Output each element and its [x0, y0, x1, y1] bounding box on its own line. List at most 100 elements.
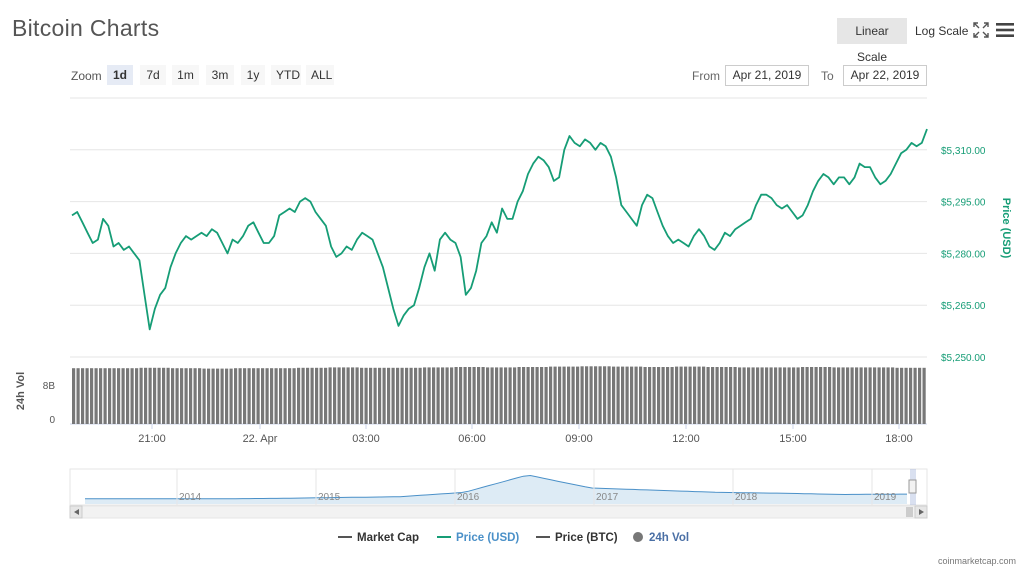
volume-bar: [486, 367, 490, 424]
volume-bar: [648, 367, 652, 424]
volume-bar: [895, 367, 899, 424]
volume-bar: [108, 368, 112, 424]
volume-bar: [243, 368, 247, 424]
volume-bar: [585, 366, 589, 424]
volume-bar: [553, 366, 557, 424]
volume-bar: [828, 367, 832, 424]
volume-bar: [607, 366, 611, 424]
volume-bar: [720, 367, 724, 424]
volume-bar: [355, 367, 359, 424]
to-date-input[interactable]: Apr 22, 2019: [843, 65, 927, 86]
volume-bar: [346, 367, 350, 424]
volume-bar: [211, 368, 215, 424]
volume-bar: [657, 367, 661, 424]
volume-bar: [373, 367, 377, 424]
zoom-button-7d[interactable]: 7d: [140, 65, 166, 85]
volume-bar: [756, 367, 760, 424]
volume-bar: [99, 368, 103, 424]
volume-bar: [724, 367, 728, 424]
volume-bar: [252, 368, 256, 424]
zoom-button-1m[interactable]: 1m: [172, 65, 199, 85]
zoom-button-1y[interactable]: 1y: [241, 65, 265, 85]
volume-bar: [850, 367, 854, 424]
volume-bar: [225, 368, 229, 424]
volume-bar: [504, 367, 508, 424]
volume-bar: [868, 367, 872, 424]
x-tick-label: 22. Apr: [243, 433, 278, 445]
volume-bar: [652, 367, 656, 424]
volume-bar: [801, 367, 805, 424]
legend-item-market-cap[interactable]: Market Cap: [338, 532, 419, 544]
log-scale-button[interactable]: Log Scale: [915, 24, 969, 38]
volume-bar: [558, 366, 562, 424]
volume-bar: [634, 366, 638, 424]
volume-bar: [531, 367, 535, 424]
volume-bar: [540, 367, 544, 424]
hamburger-menu-icon[interactable]: [996, 23, 1014, 37]
volume-bar: [126, 368, 130, 424]
x-tick-label: 12:00: [672, 433, 700, 445]
zoom-button-1d[interactable]: 1d: [107, 65, 133, 85]
volume-bar: [157, 367, 161, 424]
volume-bar: [238, 368, 242, 424]
volume-bar: [162, 367, 166, 424]
volume-bar: [603, 366, 607, 424]
volume-bar: [913, 367, 917, 424]
legend-label: Price (USD): [456, 532, 520, 544]
volume-bar: [81, 368, 85, 424]
volume-bar: [288, 368, 292, 424]
volume-bar: [468, 367, 472, 424]
volume-bar: [306, 367, 310, 424]
volume-axis-title: 24h Vol: [15, 372, 27, 410]
volume-bar: [765, 367, 769, 424]
from-date-input[interactable]: Apr 21, 2019: [725, 65, 809, 86]
volume-bar: [855, 367, 859, 424]
x-tick-label: 03:00: [352, 433, 380, 445]
zoom-button-all[interactable]: ALL: [306, 65, 334, 85]
zoom-button-3m[interactable]: 3m: [206, 65, 234, 85]
volume-bar: [387, 367, 391, 424]
volume-bar: [310, 367, 314, 424]
volume-bar: [441, 367, 445, 424]
volume-bar: [864, 367, 868, 424]
volume-bar: [85, 368, 89, 424]
volume-bar: [549, 366, 553, 424]
y-tick-label: $5,295.00: [941, 198, 986, 209]
linear-scale-button[interactable]: Linear Scale: [837, 18, 907, 64]
volume-bar: [598, 366, 602, 424]
volume-bar: [571, 366, 575, 424]
volume-bar: [477, 367, 481, 424]
volume-bar: [616, 366, 620, 424]
legend-label: Price (BTC): [555, 532, 618, 544]
volume-bar: [823, 367, 827, 424]
fullscreen-icon[interactable]: [973, 22, 989, 38]
volume-bar: [342, 367, 346, 424]
legend-item-price-btc[interactable]: Price (BTC): [536, 532, 618, 544]
volume-bar: [333, 367, 337, 424]
volume-bar: [454, 367, 458, 424]
chevron-right-icon: [919, 509, 924, 515]
volume-bar: [324, 367, 328, 424]
legend-item-24h-vol[interactable]: 24h Vol: [633, 532, 689, 544]
volume-bar: [472, 367, 476, 424]
volume-bar: [567, 366, 571, 424]
volume-bar: [171, 368, 175, 424]
zoom-button-ytd[interactable]: YTD: [271, 65, 301, 85]
volume-bar: [670, 367, 674, 424]
legend-item-price-usd[interactable]: Price (USD): [437, 532, 519, 544]
volume-bar: [76, 368, 80, 424]
volume-bar: [769, 367, 773, 424]
volume-bar: [787, 367, 791, 424]
volume-bar: [229, 368, 233, 424]
price-usd-line: [71, 128, 928, 331]
volume-bar: [139, 367, 143, 424]
volume-bar: [621, 366, 625, 424]
volume-bar: [369, 367, 373, 424]
volume-bar: [738, 367, 742, 424]
volume-bar: [783, 367, 787, 424]
volume-bar: [666, 367, 670, 424]
volume-bar: [751, 367, 755, 424]
volume-bar: [814, 367, 818, 424]
volume-bar: [742, 367, 746, 424]
